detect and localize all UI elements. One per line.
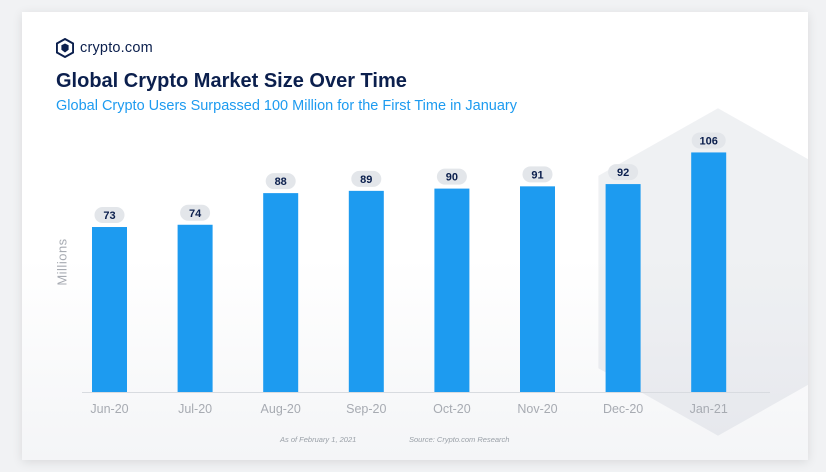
- bar: [92, 227, 127, 392]
- data-label-pill: [265, 173, 296, 190]
- x-tick-label: Oct-20: [433, 402, 471, 416]
- data-label: 106: [700, 135, 718, 147]
- crypto-com-logo-icon: [56, 38, 74, 58]
- data-label: 74: [189, 208, 202, 220]
- data-label-pill: [180, 204, 211, 221]
- brand-name: crypto.com: [80, 40, 153, 56]
- data-label-pill: [351, 170, 382, 187]
- data-label-pill: [522, 166, 553, 183]
- bar: [605, 184, 641, 392]
- brand: crypto.com: [56, 38, 153, 58]
- x-tick-label: Sep-20: [346, 402, 386, 416]
- x-tick-label: Aug-20: [261, 402, 301, 416]
- as-of-note: As of February 1, 2021: [280, 435, 357, 444]
- x-tick-label: Jan-21: [690, 402, 728, 416]
- x-tick-label: Nov-20: [517, 402, 557, 416]
- data-label: 89: [360, 174, 372, 186]
- x-tick-label: Jul-20: [178, 402, 212, 416]
- bar: [520, 186, 555, 392]
- chart-subtitle: Global Crypto Users Surpassed 100 Millio…: [56, 98, 517, 114]
- bar: [348, 190, 384, 392]
- data-label-pill: [608, 164, 639, 181]
- data-label-pill: [94, 207, 125, 224]
- x-tick-label: Dec-20: [603, 402, 643, 416]
- chart-title: Global Crypto Market Size Over Time: [56, 70, 407, 92]
- x-tick-label: Jun-20: [90, 402, 128, 416]
- bar: [691, 152, 727, 392]
- source-note: Source: Crypto.com Research: [409, 435, 510, 444]
- bar-chart: 73 Jun-20 74 Jul-20 88 Aug-20 89 Sep-20 90 Oct-20…: [82, 132, 770, 416]
- data-label: 91: [531, 169, 543, 181]
- data-label: 73: [103, 210, 115, 222]
- data-label: 92: [617, 167, 629, 179]
- bar: [434, 188, 470, 392]
- data-label: 90: [446, 172, 458, 184]
- bar: [177, 224, 213, 392]
- bar: [263, 193, 299, 392]
- data-label-pill: [691, 132, 726, 149]
- chart-card: crypto.com Global Crypto Market Size Ove…: [22, 12, 808, 460]
- data-label: 88: [275, 176, 287, 188]
- data-label-pill: [436, 168, 467, 185]
